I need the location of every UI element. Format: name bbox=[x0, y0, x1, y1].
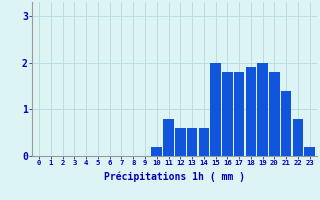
Bar bbox=[281, 91, 292, 156]
Bar bbox=[151, 147, 162, 156]
Bar bbox=[246, 67, 256, 156]
Bar bbox=[187, 128, 197, 156]
Bar bbox=[257, 63, 268, 156]
Bar bbox=[198, 128, 209, 156]
Bar bbox=[234, 72, 244, 156]
Bar bbox=[293, 119, 303, 156]
Bar bbox=[163, 119, 174, 156]
Bar bbox=[304, 147, 315, 156]
Bar bbox=[222, 72, 233, 156]
Bar bbox=[269, 72, 280, 156]
Bar bbox=[175, 128, 186, 156]
X-axis label: Précipitations 1h ( mm ): Précipitations 1h ( mm ) bbox=[104, 172, 245, 182]
Bar bbox=[210, 63, 221, 156]
